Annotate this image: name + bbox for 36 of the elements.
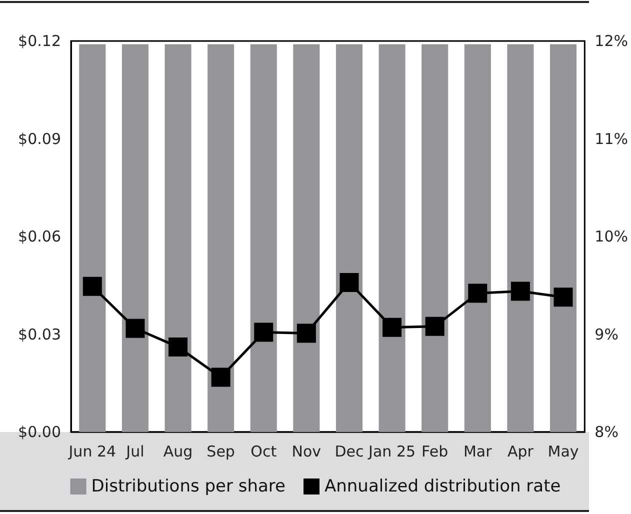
point: [211, 368, 230, 387]
y-tick-label: $0.12: [18, 32, 61, 50]
y-tick-label: $0.06: [18, 228, 61, 246]
y2-tick-label: 9%: [594, 325, 618, 344]
x-tick-label: Sep: [206, 442, 235, 460]
y2-tick-label: 8%: [594, 423, 618, 441]
y2-tick-label: 10%: [594, 228, 628, 246]
y2-tick-label: 11%: [594, 130, 628, 148]
point: [296, 324, 316, 343]
legend-label: Distributions per share: [91, 476, 286, 496]
point: [340, 272, 359, 292]
x-tick-label: Jun 24: [68, 442, 116, 460]
x-tick-label: Dec: [334, 442, 364, 460]
point: [82, 276, 102, 296]
y2-tick-label: 12%: [594, 32, 628, 50]
x-tick-label: Apr: [507, 442, 534, 460]
y-tick-label: $0.00: [18, 423, 61, 441]
point: [554, 288, 573, 307]
legend-label: Annualized distribution rate: [324, 476, 561, 496]
x-tick-label: May: [548, 442, 579, 460]
point: [382, 318, 402, 337]
y-tick-label: $0.03: [18, 325, 61, 344]
x-tick-label: Nov: [292, 442, 322, 460]
x-tick-label: Mar: [463, 442, 493, 460]
x-tick-label: Feb: [422, 442, 448, 460]
x-tick-label: Jan 25: [368, 442, 416, 460]
x-tick-label: Jul: [125, 442, 144, 460]
x-tick-label: Aug: [163, 442, 193, 460]
x-tick-label: Oct: [250, 442, 277, 460]
point: [126, 318, 145, 338]
point: [510, 282, 530, 301]
point: [468, 284, 488, 303]
point: [425, 316, 444, 336]
y-tick-label: $0.09: [18, 130, 61, 148]
point: [254, 322, 274, 342]
point: [168, 337, 188, 356]
